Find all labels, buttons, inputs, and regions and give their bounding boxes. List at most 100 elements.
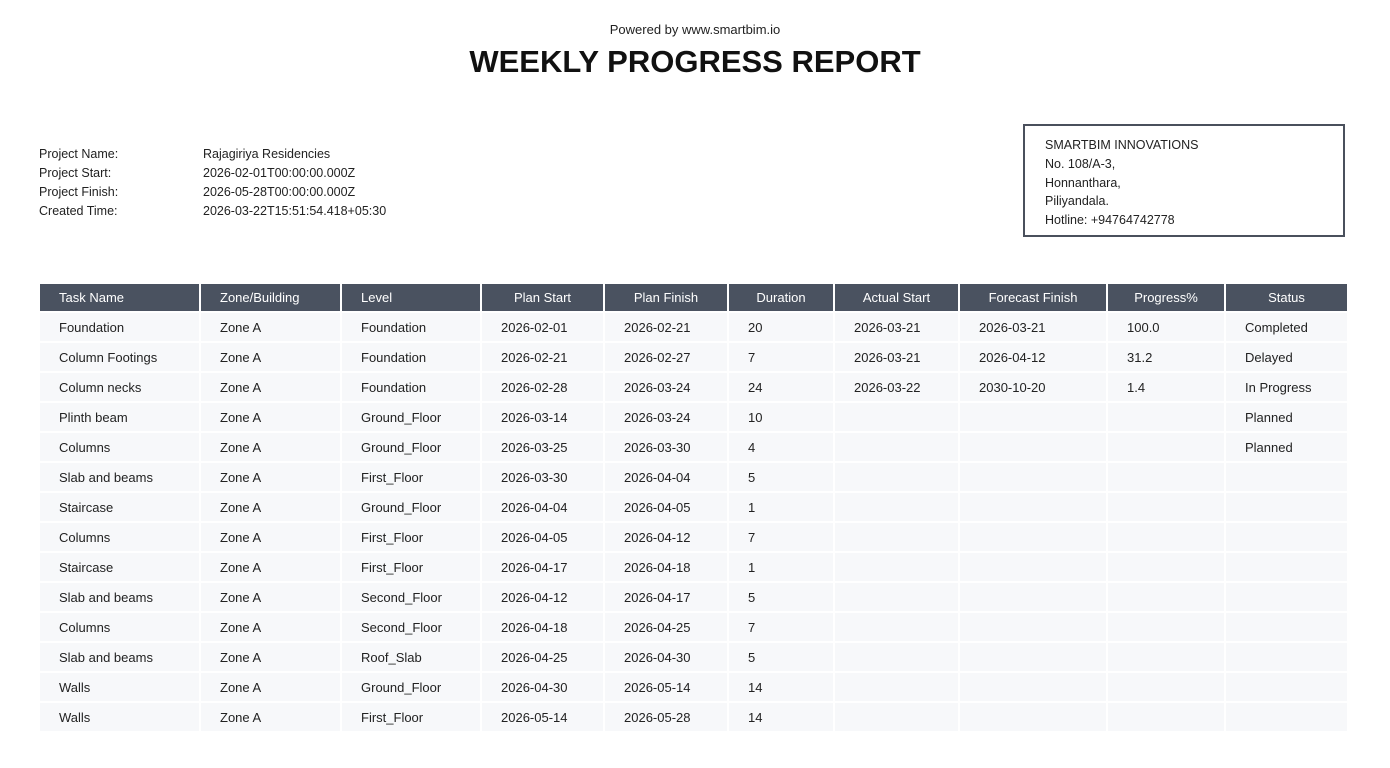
table-cell: 2026-04-05 bbox=[482, 523, 603, 551]
table-cell: Zone A bbox=[201, 493, 340, 521]
table-row: Column necks Zone A Foundation 2026-02-28 20… bbox=[40, 373, 1347, 401]
info-label: Created Time: bbox=[39, 204, 118, 218]
table-cell: Plinth beam bbox=[40, 403, 199, 431]
table-cell: 2026-05-14 bbox=[605, 673, 727, 701]
table-cell: Foundation bbox=[40, 313, 199, 341]
table-cell: Slab and beams bbox=[40, 463, 199, 491]
table-cell: 2026-03-14 bbox=[482, 403, 603, 431]
table-cell: First_Floor bbox=[342, 523, 480, 551]
table-cell: Walls bbox=[40, 703, 199, 731]
table-cell bbox=[1108, 553, 1224, 581]
table-cell: 100.0 bbox=[1108, 313, 1224, 341]
table-cell: Zone A bbox=[201, 373, 340, 401]
table-cell: 2026-04-12 bbox=[605, 523, 727, 551]
table-cell: Staircase bbox=[40, 553, 199, 581]
info-value: 2026-05-28T00:00:00.000Z bbox=[203, 185, 356, 199]
table-cell: Delayed bbox=[1226, 343, 1347, 371]
table-row: Staircase Zone A First_Floor 2026-04-17 2026… bbox=[40, 553, 1347, 581]
info-row: Project Start: 2026-02-01T00:00:00.000Z bbox=[39, 164, 355, 183]
table-cell bbox=[1226, 643, 1347, 671]
table-cell bbox=[1226, 523, 1347, 551]
table-cell bbox=[960, 553, 1106, 581]
table-row: Staircase Zone A Ground_Floor 2026-04-04 202… bbox=[40, 493, 1347, 521]
table-cell: Zone A bbox=[201, 673, 340, 701]
table-row: Foundation Zone A Foundation 2026-02-01 2026… bbox=[40, 313, 1347, 341]
table-cell: Zone A bbox=[201, 433, 340, 461]
table-cell bbox=[835, 583, 958, 611]
table-cell: 2026-03-22 bbox=[835, 373, 958, 401]
table-cell bbox=[835, 403, 958, 431]
table-cell: 14 bbox=[729, 703, 833, 731]
table-cell bbox=[1226, 703, 1347, 731]
table-cell: Zone A bbox=[201, 343, 340, 371]
table-cell bbox=[1226, 553, 1347, 581]
table-cell bbox=[1226, 463, 1347, 491]
table-cell bbox=[835, 553, 958, 581]
table-cell: 2026-04-12 bbox=[482, 583, 603, 611]
info-label: Project Name: bbox=[39, 147, 119, 161]
info-value: 2026-02-01T00:00:00.000Z bbox=[203, 166, 356, 180]
table-cell: 2026-04-17 bbox=[605, 583, 727, 611]
table-cell: Column necks bbox=[40, 373, 199, 401]
table-cell bbox=[1108, 523, 1224, 551]
table-cell: 1.4 bbox=[1108, 373, 1224, 401]
table-cell: 2026-04-12 bbox=[960, 343, 1106, 371]
table-cell: Columns bbox=[40, 433, 199, 461]
column-header: Forecast Finish bbox=[960, 284, 1106, 311]
table-cell: Ground_Floor bbox=[342, 433, 480, 461]
table-cell: 2026-03-25 bbox=[482, 433, 603, 461]
table-cell: Zone A bbox=[201, 553, 340, 581]
column-header: Task Name bbox=[40, 284, 199, 311]
table-cell: 2026-04-18 bbox=[605, 553, 727, 581]
table-cell bbox=[835, 643, 958, 671]
table-cell: 2026-03-30 bbox=[482, 463, 603, 491]
table-cell: 10 bbox=[729, 403, 833, 431]
table-cell: 2026-03-24 bbox=[605, 373, 727, 401]
table-cell: Roof_Slab bbox=[342, 643, 480, 671]
company-box: SMARTBIM INNOVATIONS No. 108/A-3, Honnanth… bbox=[1023, 124, 1345, 237]
table-cell: First_Floor bbox=[342, 553, 480, 581]
table-cell: 2026-04-04 bbox=[482, 493, 603, 521]
table-cell bbox=[1226, 493, 1347, 521]
table-row: Walls Zone A First_Floor 2026-05-14 2026-05-… bbox=[40, 703, 1347, 731]
table-cell bbox=[1226, 673, 1347, 701]
table-cell: 2026-05-14 bbox=[482, 703, 603, 731]
table-cell: 2026-04-25 bbox=[482, 643, 603, 671]
table-cell bbox=[1108, 643, 1224, 671]
table-cell: Walls bbox=[40, 673, 199, 701]
table-cell: Second_Floor bbox=[342, 613, 480, 641]
table-cell: 7 bbox=[729, 523, 833, 551]
table-cell: Zone A bbox=[201, 523, 340, 551]
table-cell: 2026-03-21 bbox=[835, 343, 958, 371]
column-header: Status bbox=[1226, 284, 1347, 311]
table-cell bbox=[1108, 583, 1224, 611]
table-row: Columns Zone A Ground_Floor 2026-03-25 2026-… bbox=[40, 433, 1347, 461]
table-cell: 2026-02-21 bbox=[605, 313, 727, 341]
table-cell: 14 bbox=[729, 673, 833, 701]
table-cell: Columns bbox=[40, 613, 199, 641]
table-cell: 2026-04-04 bbox=[605, 463, 727, 491]
info-row: Project Name: Rajagiriya Residencies bbox=[39, 145, 330, 164]
table-cell bbox=[835, 673, 958, 701]
table-cell: 20 bbox=[729, 313, 833, 341]
table-row: Walls Zone A Ground_Floor 2026-04-30 2026-05… bbox=[40, 673, 1347, 701]
table-cell: First_Floor bbox=[342, 463, 480, 491]
table-cell bbox=[1108, 703, 1224, 731]
table-cell: Staircase bbox=[40, 493, 199, 521]
table-cell: Foundation bbox=[342, 313, 480, 341]
table-cell: 2026-04-18 bbox=[482, 613, 603, 641]
table-cell bbox=[835, 523, 958, 551]
table-cell: 4 bbox=[729, 433, 833, 461]
table-cell: Second_Floor bbox=[342, 583, 480, 611]
table-cell bbox=[1108, 403, 1224, 431]
table-cell: Planned bbox=[1226, 403, 1347, 431]
table-cell: Zone A bbox=[201, 583, 340, 611]
table-cell: In Progress bbox=[1226, 373, 1347, 401]
company-line: SMARTBIM INNOVATIONS bbox=[1045, 138, 1199, 152]
info-label: Project Finish: bbox=[39, 185, 119, 199]
table-cell: 2026-03-21 bbox=[835, 313, 958, 341]
table-cell bbox=[960, 433, 1106, 461]
table-row: Slab and beams Zone A Roof_Slab 2026-04-25 2… bbox=[40, 643, 1347, 671]
table-cell: 5 bbox=[729, 463, 833, 491]
table-cell: 31.2 bbox=[1108, 343, 1224, 371]
